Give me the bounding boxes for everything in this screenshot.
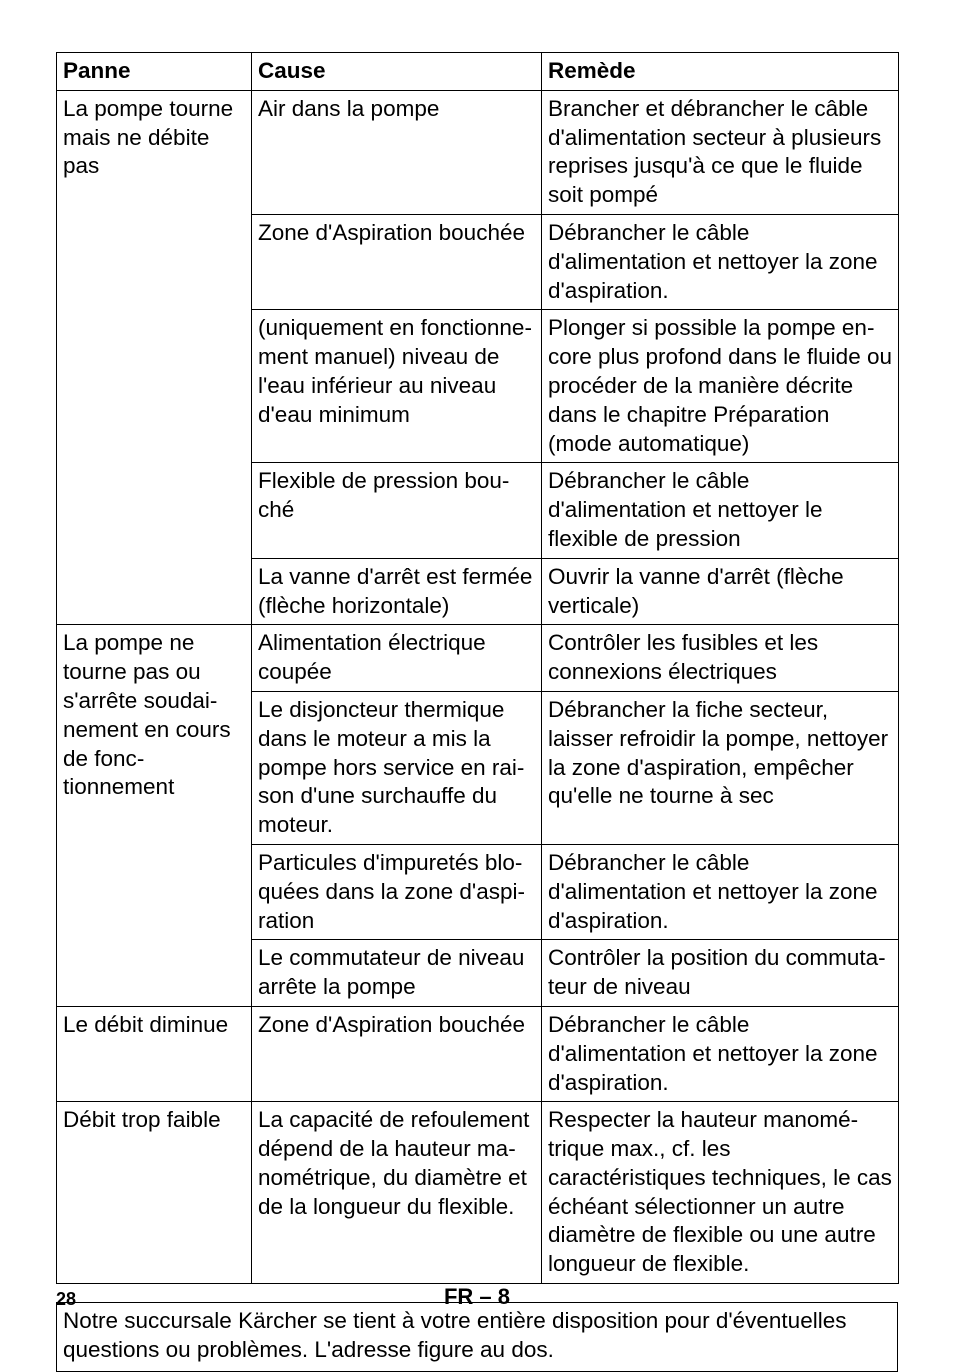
cell-cause: Flexible de pression bou­ché xyxy=(252,463,542,558)
cell-remede: Débrancher le câble d'alimentation et ne… xyxy=(542,214,899,309)
cell-cause: Particules d'impuretés blo­quées dans la… xyxy=(252,844,542,939)
troubleshooting-table: Panne Cause Remède La pompe tourne mais … xyxy=(56,52,899,1284)
cell-cause: La vanne d'arrêt est fermée (flèche hori… xyxy=(252,558,542,625)
cell-cause: Alimentation électrique coupée xyxy=(252,625,542,692)
col-header-remede: Remède xyxy=(542,53,899,91)
cell-remede: Contrôler la position du commuta­teur de… xyxy=(542,940,899,1007)
cell-cause: (uniquement en fonctionne­ment manuel) n… xyxy=(252,310,542,463)
cell-remede: Débrancher la fiche secteur, laisser ref… xyxy=(542,691,899,844)
cell-remede: Débrancher le câble d'alimentation et ne… xyxy=(542,844,899,939)
note-box: Notre succursale Kärcher se tient à votr… xyxy=(56,1302,898,1372)
cell-panne: La pompe tourne mais ne débite pas xyxy=(57,90,252,625)
cell-remede: Respecter la hauteur manomé­trique max.,… xyxy=(542,1102,899,1284)
table-row: La pompe ne tourne pas ou s'arrête souda… xyxy=(57,625,899,692)
cell-remede: Contrôler les fusibles et les connexions… xyxy=(542,625,899,692)
cell-remede: Débrancher le câble d'alimentation et ne… xyxy=(542,463,899,558)
cell-panne: La pompe ne tourne pas ou s'arrête souda… xyxy=(57,625,252,1007)
cell-remede: Brancher et débrancher le câble d'alimen… xyxy=(542,90,899,214)
table-header-row: Panne Cause Remède xyxy=(57,53,899,91)
cell-cause: Zone d'Aspiration bouchée xyxy=(252,1006,542,1101)
cell-cause: Le commutateur de niveau arrête la pompe xyxy=(252,940,542,1007)
table-row: Débit trop faible La capacité de refoule… xyxy=(57,1102,899,1284)
cell-cause: Le disjoncteur thermique dans le moteur … xyxy=(252,691,542,844)
cell-remede: Débrancher le câble d'alimentation et ne… xyxy=(542,1006,899,1101)
cell-remede: Ouvrir la vanne d'arrêt (flèche verti­ca… xyxy=(542,558,899,625)
col-header-panne: Panne xyxy=(57,53,252,91)
cell-panne: Débit trop faible xyxy=(57,1102,252,1284)
table-row: Le débit dimi­nue Zone d'Aspiration bouc… xyxy=(57,1006,899,1101)
page-code: FR – 8 xyxy=(0,1284,954,1310)
table-row: La pompe tourne mais ne débite pas Air d… xyxy=(57,90,899,214)
cell-cause: Zone d'Aspiration bouchée xyxy=(252,214,542,309)
cell-cause: La capacité de refoulement dépend de la … xyxy=(252,1102,542,1284)
col-header-cause: Cause xyxy=(252,53,542,91)
cell-remede: Plonger si possible la pompe en­core plu… xyxy=(542,310,899,463)
cell-panne: Le débit dimi­nue xyxy=(57,1006,252,1101)
cell-cause: Air dans la pompe xyxy=(252,90,542,214)
